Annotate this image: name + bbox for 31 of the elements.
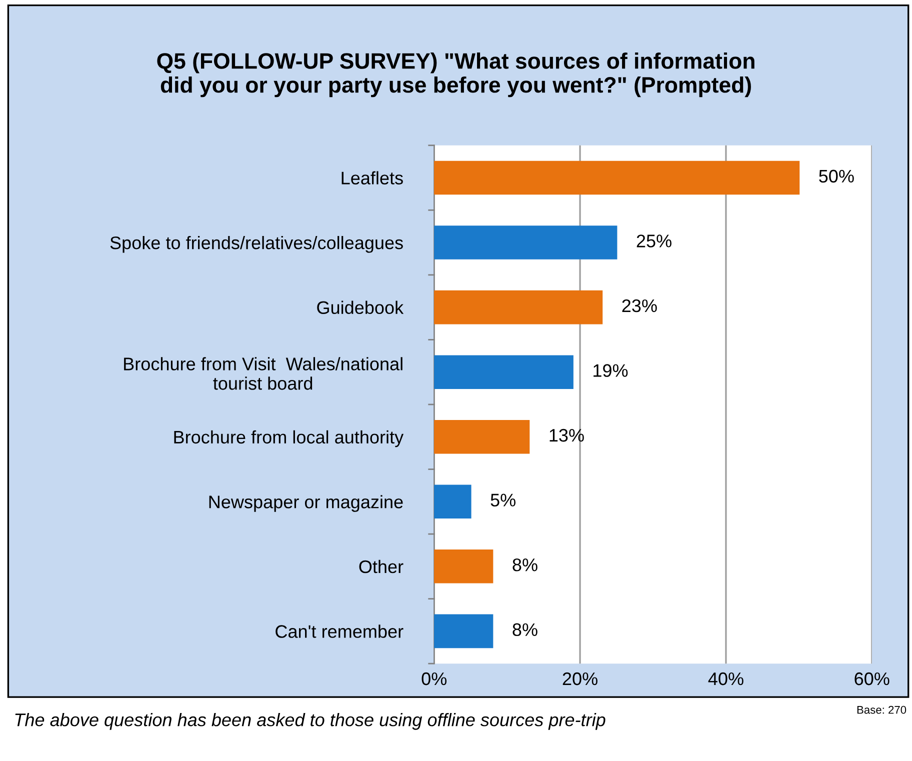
- bar: [434, 550, 494, 584]
- x-tick-label: 40%: [708, 672, 744, 686]
- data-label: 50%: [819, 170, 854, 183]
- y-tick-label: Guidebook: [317, 300, 404, 314]
- bar: [434, 484, 472, 519]
- bar: [434, 420, 530, 454]
- bar: [434, 355, 574, 389]
- x-tick-label: 60%: [854, 672, 890, 686]
- x-tick-label: 0%: [422, 672, 447, 686]
- text: Base: 270: [857, 706, 906, 714]
- data-label: 23%: [622, 299, 657, 312]
- y-tick-label: Other: [359, 560, 404, 574]
- chart-title: Q5 (FOLLOW-UP SURVEY) "What sources of information did you or your party use before you went?" (Prompted): [157, 52, 754, 98]
- y-tick-label: Brochure from local authority: [174, 430, 404, 448]
- data-label: 8%: [512, 623, 538, 636]
- data-label: 25%: [636, 234, 672, 248]
- data-label: 19%: [594, 364, 628, 377]
- y-tick-label: Leaflets: [342, 171, 403, 184]
- y-tick-label: Brochure from Visit Wales/national tourist board: [124, 357, 402, 390]
- text: The above question has been asked to those using offline sources pre-trip: [15, 713, 606, 730]
- y-tick-label: Can't remember: [276, 624, 404, 638]
- data-label: 5%: [490, 494, 516, 506]
- bar: [434, 160, 800, 195]
- bar: [434, 290, 603, 324]
- y-tick-label: Newspaper or magazine: [209, 495, 403, 512]
- x-tick-label: 20%: [562, 672, 598, 686]
- data-label: 8%: [512, 558, 538, 572]
- bar: [434, 614, 494, 648]
- data-label: 13%: [550, 428, 584, 442]
- y-tick-label: Spoke to friends/relatives/colleagues: [110, 236, 403, 253]
- bar: [434, 226, 618, 260]
